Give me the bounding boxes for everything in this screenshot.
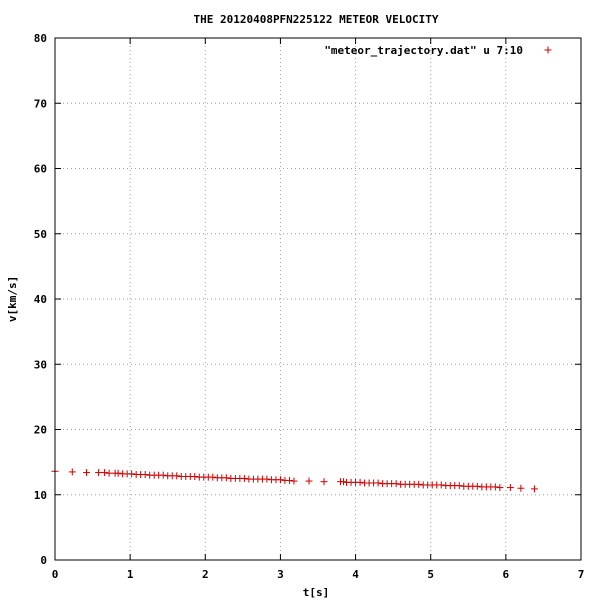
data-point <box>191 472 199 480</box>
data-point <box>415 480 423 488</box>
y-tick-label: 10 <box>34 489 47 502</box>
data-point <box>209 473 217 481</box>
x-tick-label: 4 <box>352 568 359 581</box>
data-point <box>496 484 504 492</box>
data-point <box>240 474 248 482</box>
data-point <box>473 482 481 490</box>
data-point <box>455 482 463 490</box>
data-point <box>222 474 230 482</box>
x-axis-label: t[s] <box>303 586 330 599</box>
x-tick-label: 1 <box>127 568 134 581</box>
y-axis-label: v[km/s] <box>6 276 19 322</box>
y-tick-label: 40 <box>34 293 47 306</box>
x-tick-label: 2 <box>202 568 209 581</box>
x-tick-label: 3 <box>277 568 284 581</box>
y-tick-label: 60 <box>34 163 47 176</box>
data-point <box>506 484 514 492</box>
data-point <box>68 468 76 476</box>
x-axis-ticks: 0 1 2 3 4 5 6 7 <box>52 38 585 581</box>
data-point <box>95 469 103 477</box>
data-point <box>356 478 364 486</box>
chart-title: THE 20120408PFN225122 METEOR VELOCITY <box>193 13 438 26</box>
data-point <box>263 475 271 483</box>
data-points <box>51 467 538 493</box>
data-point <box>276 476 284 484</box>
data-point <box>517 484 525 492</box>
data-point <box>141 471 149 479</box>
data-point <box>83 469 91 477</box>
y-tick-label: 0 <box>40 554 47 567</box>
data-point <box>173 472 181 480</box>
y-tick-label: 50 <box>34 228 47 241</box>
data-point <box>105 469 113 477</box>
grid-lines <box>55 38 581 560</box>
x-tick-label: 7 <box>578 568 585 581</box>
x-tick-label: 5 <box>427 568 434 581</box>
data-point <box>285 476 293 484</box>
data-point <box>320 478 328 486</box>
data-point <box>392 480 400 488</box>
data-point <box>114 469 122 477</box>
y-axis-ticks: 0 10 20 30 40 50 60 70 80 <box>34 32 581 567</box>
x-tick-label: 0 <box>52 568 59 581</box>
y-tick-label: 30 <box>34 358 47 371</box>
y-tick-label: 70 <box>34 97 47 110</box>
data-point <box>437 481 445 489</box>
data-point <box>491 483 499 491</box>
y-tick-label: 20 <box>34 424 47 437</box>
data-point <box>530 485 538 493</box>
y-tick-label: 80 <box>34 32 47 45</box>
data-point <box>290 477 298 485</box>
data-point <box>305 477 313 485</box>
legend-marker-plus <box>544 46 552 54</box>
data-point <box>101 469 109 477</box>
data-point <box>159 471 167 479</box>
x-tick-label: 6 <box>503 568 510 581</box>
legend: "meteor_trajectory.dat" u 7:10 <box>324 44 552 57</box>
data-point <box>340 478 348 486</box>
data-point <box>374 479 382 487</box>
data-point <box>128 470 136 478</box>
legend-label: "meteor_trajectory.dat" u 7:10 <box>324 44 523 57</box>
plot-frame <box>54 37 582 561</box>
legend-marker <box>544 46 552 54</box>
